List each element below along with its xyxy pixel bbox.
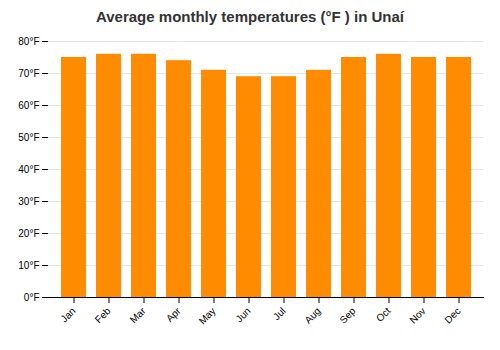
svg-text:0°F: 0°F (24, 292, 40, 303)
svg-text:Mar: Mar (128, 305, 148, 325)
svg-text:Jul: Jul (271, 305, 288, 322)
svg-text:Sep: Sep (337, 305, 358, 326)
svg-text:80°F: 80°F (18, 36, 39, 47)
svg-text:70°F: 70°F (18, 68, 39, 79)
svg-text:60°F: 60°F (18, 100, 39, 111)
svg-text:Aug: Aug (302, 305, 322, 325)
svg-text:30°F: 30°F (18, 196, 39, 207)
svg-text:Feb: Feb (93, 305, 113, 325)
svg-text:50°F: 50°F (18, 132, 39, 143)
svg-text:Dec: Dec (442, 305, 462, 325)
svg-text:40°F: 40°F (18, 164, 39, 175)
svg-text:May: May (197, 305, 218, 326)
svg-text:Nov: Nov (407, 305, 427, 325)
html-text:Average monthly temperatures (: Average monthly temperatures (°F ) in Un… (96, 8, 404, 25)
svg-text:Jan: Jan (58, 305, 77, 324)
svg-text:10°F: 10°F (18, 260, 39, 271)
svg-text:20°F: 20°F (18, 228, 39, 239)
svg-text:Apr: Apr (164, 305, 183, 324)
svg-text:Jun: Jun (233, 305, 252, 324)
svg-text:Oct: Oct (374, 305, 393, 324)
